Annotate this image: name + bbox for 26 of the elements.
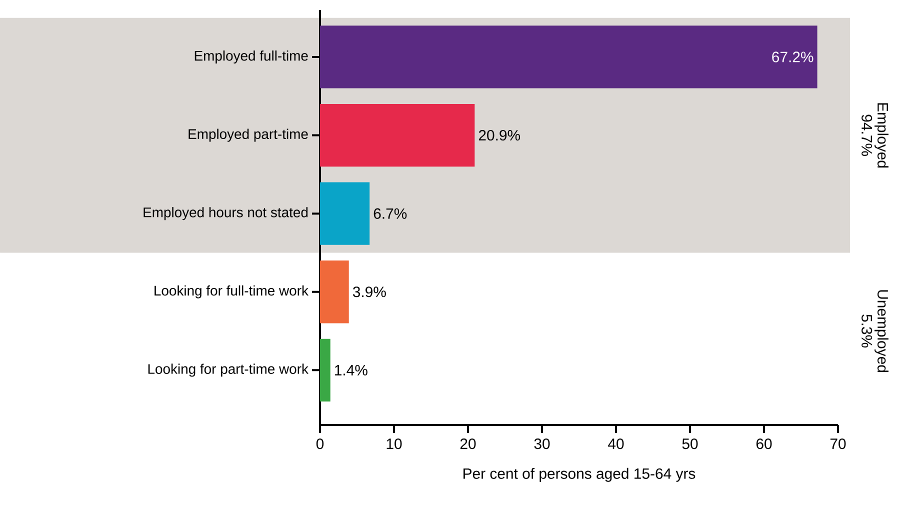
- data-label: 20.9%: [478, 130, 520, 141]
- bar: [320, 182, 370, 245]
- data-label: 67.2%: [772, 52, 814, 62]
- band-label: Employed 94.7%: [862, 103, 888, 168]
- x-axis-title: Per cent of persons aged 15-64 yrs: [464, 468, 696, 482]
- y-tick-label: Employed hours not stated: [144, 207, 308, 220]
- y-tick-label: Employed part-time: [188, 128, 308, 142]
- data-label: 3.9%: [352, 286, 386, 298]
- bar: [320, 260, 349, 324]
- x-tick-label: 70: [830, 438, 846, 450]
- bar: [320, 26, 818, 88]
- x-tick-label: 20: [460, 438, 476, 450]
- y-tick-label: Employed full-time: [194, 50, 308, 64]
- text: Unemployed 5.3%: [862, 290, 888, 372]
- y-tick-label: Looking for part-time work: [148, 364, 308, 377]
- x-tick-label: 30: [534, 438, 550, 450]
- x-tick-label: 40: [608, 438, 624, 450]
- bar: [320, 338, 330, 402]
- data-label: 6.7%: [374, 208, 407, 219]
- data-label: 1.4%: [335, 364, 368, 376]
- x-tick-label: 60: [756, 438, 772, 450]
- y-tick-label: Looking for full-time work: [154, 285, 308, 298]
- x-tick-label: 10: [386, 438, 402, 450]
- bar: [320, 104, 475, 167]
- x-tick-label: 50: [682, 438, 698, 450]
- x-tick-label: 0: [316, 438, 324, 450]
